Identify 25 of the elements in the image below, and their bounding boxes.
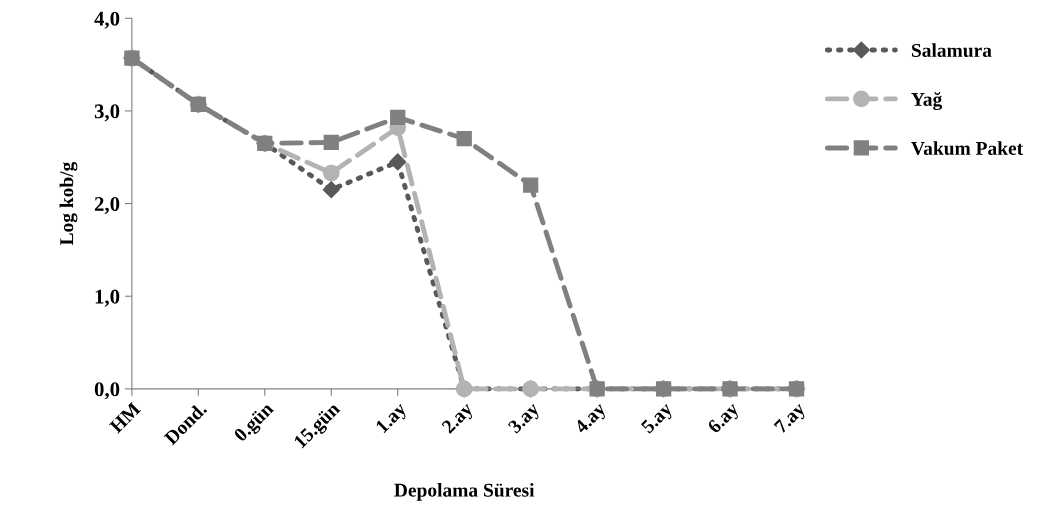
x-tick-label: 4.ay [573,401,610,438]
point [456,131,472,147]
y-axis-title: Log kob/g [59,161,78,246]
point [322,181,340,199]
x-tick-label: 5.ay [640,401,676,437]
x-tick-label: 3.ay [507,401,543,437]
x-tick-label: 7.ay [773,401,809,437]
point [523,177,539,193]
point [389,153,407,171]
legend-label: Vakum Paket [911,141,1024,156]
y-tick-label: 3,0 [94,104,120,122]
point [322,164,340,182]
legend-label: Yağ [911,92,943,111]
point [323,134,339,151]
x-tick-label: 2.ay [441,401,477,437]
y-tick-label: 2,0 [94,196,120,215]
x-tick-label: HM [108,401,142,434]
legend-label: Salamura [911,43,992,58]
y-tick-label: 1,0 [95,289,120,307]
x-tick-label: 6.ay [706,401,743,437]
point [390,109,406,126]
x-tick-label: 1.ay [375,401,411,437]
y-tick-label: 0,0 [94,382,120,400]
y-tick-label: 4,0 [94,11,120,29]
x-axis-title: Depolama Süresi [394,483,535,501]
